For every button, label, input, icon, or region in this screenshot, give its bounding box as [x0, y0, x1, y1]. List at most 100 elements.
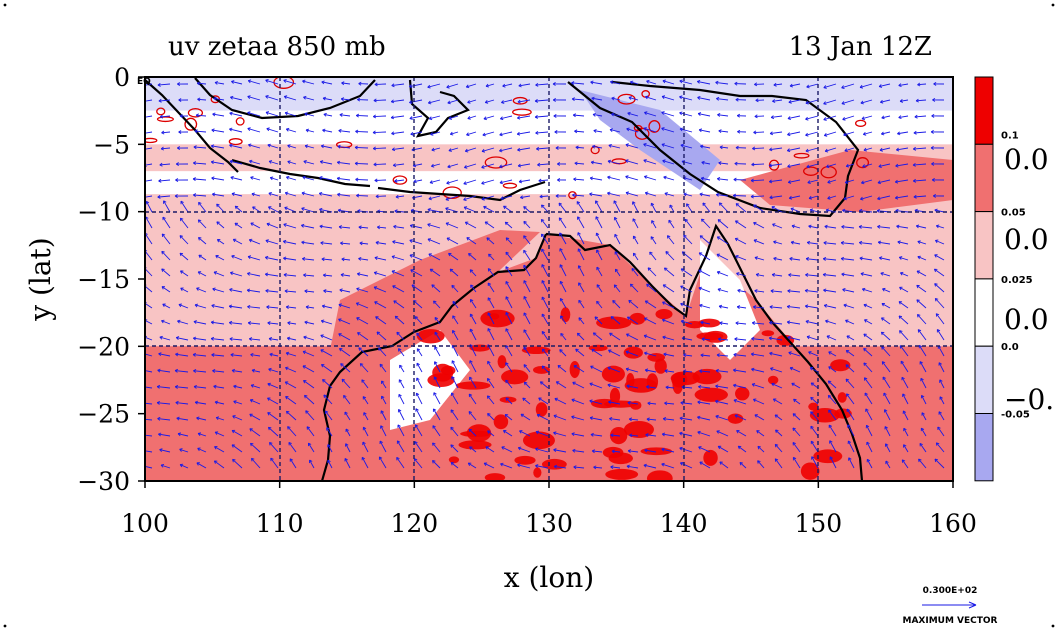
- wind-vector: [701, 218, 711, 229]
- wind-vector-shaft: [302, 258, 315, 261]
- wind-vector-head: [379, 363, 384, 368]
- wind-vector-shaft: [699, 235, 711, 245]
- wind-vector-head: [575, 145, 579, 150]
- wind-vector: [145, 179, 153, 184]
- wind-vector: [788, 351, 801, 357]
- wind-vector-head: [397, 348, 402, 352]
- wind-vector-head: [810, 396, 814, 401]
- wind-vector-shaft: [554, 398, 567, 405]
- wind-vector-shaft: [646, 283, 657, 293]
- colorbar-swatch: [974, 278, 994, 347]
- wind-vector-shaft: [503, 205, 513, 213]
- wind-vector: [306, 426, 315, 437]
- wind-vector: [912, 146, 927, 151]
- wind-vector-shaft: [249, 160, 261, 165]
- wind-vector-shaft: [217, 239, 225, 245]
- wind-vector-shaft: [229, 322, 243, 325]
- wind-vector: [860, 272, 873, 277]
- wind-vector: [178, 303, 189, 309]
- wind-vector-head: [523, 264, 527, 269]
- wind-vector: [523, 264, 531, 277]
- wind-vector: [502, 83, 513, 88]
- wind-vector-shaft: [625, 368, 639, 373]
- wind-vector-head: [593, 129, 597, 133]
- wind-vector: [938, 411, 945, 421]
- wind-vector-shaft: [450, 131, 459, 135]
- wind-vector: [805, 273, 819, 277]
- wind-vector: [541, 313, 549, 325]
- wind-vector-shaft: [717, 219, 729, 229]
- wind-vector-head: [499, 148, 503, 153]
- wind-vector: [523, 381, 531, 389]
- wind-vector-shaft: [268, 206, 279, 213]
- wind-vector: [318, 191, 333, 197]
- wind-vector-head: [595, 232, 600, 237]
- wind-vector: [646, 417, 657, 422]
- wind-vector: [863, 303, 873, 309]
- wind-vector-shaft: [828, 424, 837, 437]
- wind-vector: [302, 175, 315, 181]
- wind-vector: [716, 353, 729, 358]
- wind-vector: [805, 319, 819, 325]
- wind-vector-shaft: [541, 331, 549, 341]
- wind-vector-shaft: [145, 302, 153, 309]
- wind-vector-shaft: [358, 258, 369, 261]
- wind-vector-shaft: [482, 131, 495, 136]
- wind-vector-head: [787, 180, 792, 184]
- wind-vector: [828, 366, 837, 373]
- vorticity-cell: [703, 449, 718, 466]
- wind-vector-head: [628, 299, 632, 304]
- wind-vector-head: [390, 115, 395, 120]
- wind-vector-head: [736, 305, 741, 309]
- wind-vector-shaft: [787, 306, 801, 309]
- wind-vector-head: [284, 111, 289, 116]
- wind-vector: [679, 416, 693, 421]
- wind-vector-shaft: [359, 242, 369, 245]
- wind-vector: [643, 334, 657, 341]
- wind-vector: [627, 400, 639, 405]
- wind-vector: [627, 449, 639, 453]
- wind-vector-head: [192, 352, 196, 357]
- wind-vector: [145, 450, 153, 453]
- wind-vector-shaft: [434, 346, 441, 357]
- wind-vector-head: [651, 220, 655, 224]
- wind-vector: [409, 115, 423, 120]
- wind-vector-head: [391, 147, 396, 152]
- wind-vector-shaft: [825, 147, 837, 152]
- wind-vector-shaft: [751, 338, 765, 341]
- wind-vector-shaft: [483, 115, 495, 120]
- wind-vector: [177, 82, 189, 86]
- wind-vector-shaft: [661, 111, 675, 117]
- wind-vector-head: [788, 351, 792, 355]
- wind-vector: [414, 316, 423, 325]
- wind-vector-shaft: [789, 258, 801, 261]
- wind-vector: [920, 377, 927, 389]
- wind-vector-shaft: [161, 250, 171, 261]
- wind-vector: [522, 397, 531, 405]
- vorticity-cell: [493, 414, 509, 430]
- wind-vector-head: [771, 206, 775, 210]
- wind-vector-shaft: [380, 410, 387, 421]
- wind-vector-head: [644, 317, 648, 321]
- wind-vector-shaft: [538, 397, 549, 405]
- wind-vector: [827, 380, 837, 389]
- wind-vector: [265, 239, 279, 245]
- wind-vector-head: [824, 224, 828, 229]
- wind-vector-head: [339, 288, 343, 293]
- wind-vector-head: [375, 316, 379, 320]
- wind-vector-shaft: [517, 131, 531, 135]
- wind-vector: [433, 392, 441, 405]
- wind-vector: [161, 233, 171, 245]
- wind-vector-shaft: [505, 362, 513, 373]
- wind-vector-head: [535, 130, 539, 135]
- wind-vector-head: [644, 111, 648, 115]
- wind-vector: [378, 347, 387, 357]
- wind-vector: [212, 287, 225, 293]
- wind-vector-shaft: [769, 322, 783, 325]
- wind-vector-shaft: [536, 414, 549, 421]
- wind-vector-head: [307, 442, 312, 447]
- wind-vector-shaft: [161, 268, 171, 277]
- wind-vector-head: [265, 288, 269, 293]
- wind-vector: [917, 82, 927, 87]
- wind-vector-head: [625, 175, 629, 179]
